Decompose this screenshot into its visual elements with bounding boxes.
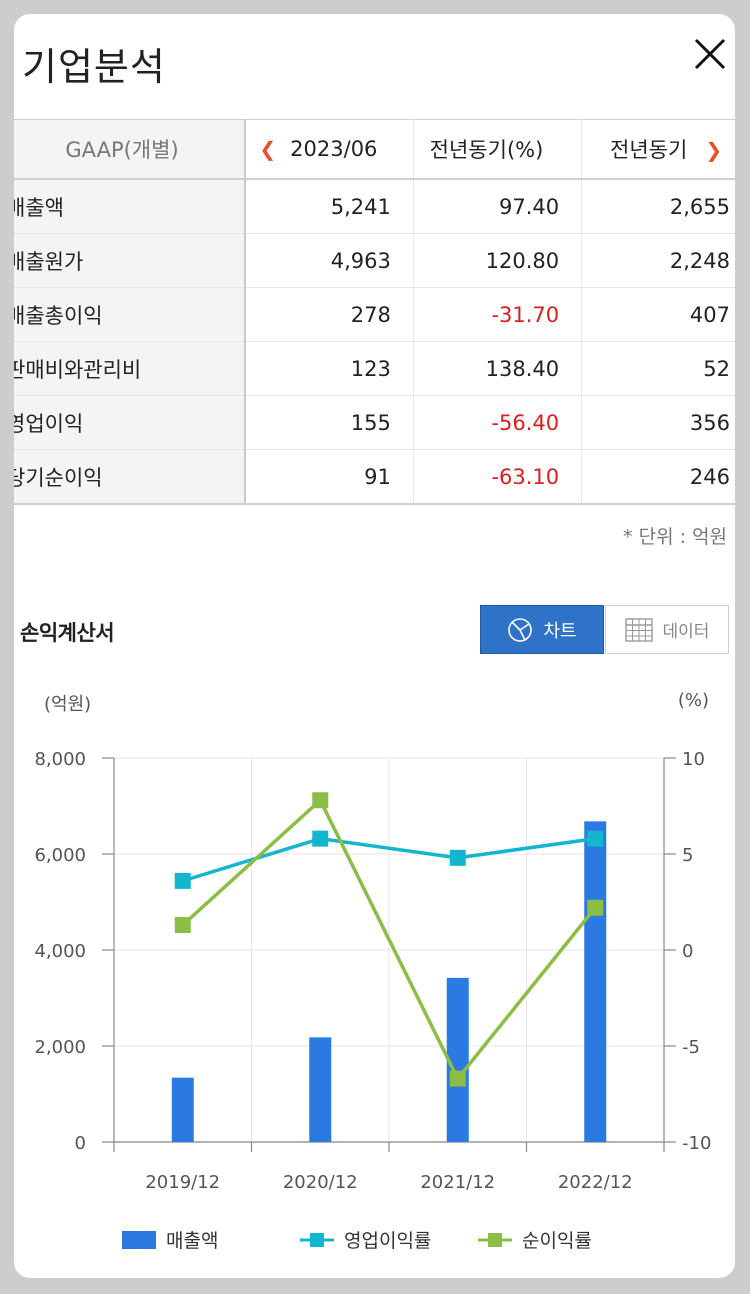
point-영업이익률 — [312, 830, 329, 847]
line-영업이익률 — [182, 836, 596, 883]
row-value: 278 — [245, 287, 414, 342]
row-yoy-pct: -56.40 — [413, 395, 583, 450]
y-left-tick-label: 8,000 — [34, 749, 86, 770]
row-yoy-value: 407 — [581, 287, 735, 342]
table-row: 판매비와관리비 123 138.40 52 — [14, 341, 735, 396]
row-yoy-pct: -63.10 — [413, 449, 583, 505]
modal-title: 기업분석 — [22, 45, 166, 89]
row-label: 매출액 — [14, 179, 246, 234]
x-tick-label: 2021/12 — [420, 1172, 495, 1193]
pie-chart-icon — [508, 617, 533, 642]
row-yoy-pct: 120.80 — [413, 233, 583, 288]
tab-data[interactable]: 데이터 — [605, 605, 729, 654]
point-순이익률 — [174, 917, 191, 934]
header-gaap[interactable]: GAAP(개별) — [14, 119, 246, 180]
tab-chart[interactable]: 차트 — [480, 605, 604, 654]
row-yoy-value: 2,655 — [581, 179, 735, 234]
header-yoy-label: 전년동기 — [610, 138, 688, 162]
y-left-tick-label: 4,000 — [34, 941, 86, 962]
header-period-label: 2023/06 — [290, 137, 378, 161]
x-tick-label: 2020/12 — [283, 1172, 358, 1193]
y-left-axis-label: (억원) — [44, 694, 92, 715]
x-tick-label: 2022/12 — [558, 1172, 633, 1193]
tab-chart-label: 차트 — [543, 620, 577, 642]
header-period: ❮ 2023/06 — [245, 119, 414, 180]
y-right-axis-label: (%) — [677, 690, 709, 711]
row-label: 매출총이익 — [14, 287, 246, 342]
row-yoy-value: 52 — [581, 341, 735, 396]
y-left-tick-label: 6,000 — [34, 845, 86, 866]
y-left-tick-label: 2,000 — [34, 1037, 86, 1058]
header-yoy: 전년동기 ❯ — [581, 119, 735, 180]
bar-매출액 — [309, 1037, 332, 1142]
row-value: 5,241 — [245, 179, 414, 234]
table-row: 매출총이익 278 -31.70 407 — [14, 287, 735, 342]
table-header-row: GAAP(개별) ❮ 2023/06 전년동기(%) 전년동기 ❯ — [14, 119, 735, 180]
section-title: 손익계산서 — [20, 621, 115, 645]
table-row: 매출원가 4,963 120.80 2,248 — [14, 233, 735, 288]
bar-매출액 — [446, 977, 469, 1142]
row-yoy-value: 2,248 — [581, 233, 735, 288]
bar-매출액 — [171, 1077, 194, 1142]
table-row: 매출액 5,241 97.40 2,655 — [14, 179, 735, 234]
legend-line-swatch-green — [478, 1232, 512, 1247]
legend-net-margin-label: 순이익률 — [522, 1230, 592, 1252]
point-영업이익률 — [174, 872, 191, 889]
bar-매출액 — [584, 821, 607, 1142]
point-영업이익률 — [587, 830, 604, 847]
row-yoy-value: 246 — [581, 449, 735, 505]
company-analysis-modal: 기업분석 GAAP(개별) ❮ 2023/06 전년동기(%) 전년동기 ❯ 매출액… — [14, 14, 735, 1278]
point-순이익률 — [312, 792, 329, 809]
legend-operating-margin-label: 영업이익률 — [344, 1230, 432, 1252]
financial-table: GAAP(개별) ❮ 2023/06 전년동기(%) 전년동기 ❯ 매출액 5,241… — [14, 119, 735, 505]
prev-period-icon[interactable]: ❮ — [259, 137, 277, 161]
point-순이익률 — [449, 1070, 466, 1087]
row-yoy-pct: -31.70 — [413, 287, 583, 342]
y-right-tick-label: 5 — [682, 845, 693, 866]
income-statement-chart: 8,000 6,000 4,000 2,000 0 10 5 0 -5 -10 2019/12 202… — [34, 749, 711, 1193]
row-value: 155 — [245, 395, 414, 450]
y-right-tick-label: -10 — [682, 1133, 711, 1154]
y-right-tick-label: 10 — [682, 749, 705, 770]
y-right-tick-label: 0 — [682, 941, 693, 962]
row-yoy-value: 356 — [581, 395, 735, 450]
row-value: 4,963 — [245, 233, 414, 288]
row-value: 91 — [245, 449, 414, 505]
row-label: 당기순이익 — [14, 449, 246, 505]
legend-net-margin: 순이익률 — [478, 1226, 592, 1253]
row-label: 판매비와관리비 — [14, 341, 246, 396]
legend-bar-swatch — [122, 1230, 156, 1249]
x-tick-label: 2019/12 — [145, 1172, 220, 1193]
row-yoy-pct: 97.40 — [413, 179, 583, 234]
y-left-tick-label: 0 — [75, 1133, 86, 1154]
row-yoy-pct: 138.40 — [413, 341, 583, 396]
row-label: 매출원가 — [14, 233, 246, 288]
table-row: 당기순이익 91 -63.10 246 — [14, 449, 735, 505]
line-순이익률 — [181, 797, 597, 1082]
next-period-icon[interactable]: ❯ — [705, 138, 723, 162]
point-영업이익률 — [449, 849, 466, 866]
row-label: 영업이익 — [14, 395, 246, 450]
legend-sales: 매출액 — [122, 1226, 218, 1253]
y-right-tick-label: -5 — [682, 1037, 700, 1058]
close-icon[interactable] — [690, 34, 730, 74]
legend-sales-label: 매출액 — [166, 1230, 219, 1252]
header-gaap-label: GAAP(개별) — [65, 138, 179, 162]
table-row: 영업이익 155 -56.40 356 — [14, 395, 735, 450]
unit-note: * 단위 : 억원 — [623, 526, 727, 548]
tab-data-label: 데이터 — [662, 622, 710, 642]
table-icon — [624, 617, 653, 642]
point-순이익률 — [587, 899, 604, 916]
legend-operating-margin: 영업이익률 — [300, 1226, 431, 1253]
legend-line-swatch-cyan — [300, 1232, 334, 1247]
row-value: 123 — [245, 341, 414, 396]
header-yoy-pct: 전년동기(%) — [413, 119, 583, 180]
